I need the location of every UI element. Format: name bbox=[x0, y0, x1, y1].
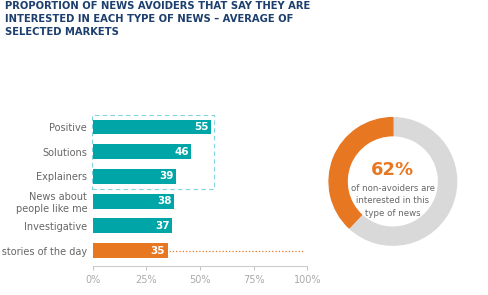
Text: of non-avoiders are
interested in this
type of news: of non-avoiders are interested in this t… bbox=[351, 184, 435, 218]
Text: PROPORTION OF NEWS AVOIDERS THAT SAY THEY ARE
INTERESTED IN EACH TYPE OF NEWS – : PROPORTION OF NEWS AVOIDERS THAT SAY THE… bbox=[5, 1, 310, 37]
Bar bbox=[93, 194, 174, 209]
Text: 39: 39 bbox=[160, 171, 174, 181]
Text: 35: 35 bbox=[151, 246, 165, 256]
Text: 55: 55 bbox=[194, 122, 208, 132]
Bar bbox=[93, 243, 168, 258]
Bar bbox=[93, 169, 177, 184]
Text: 38: 38 bbox=[157, 196, 172, 206]
Text: 62%: 62% bbox=[371, 161, 414, 179]
Bar bbox=[93, 119, 211, 134]
Bar bbox=[93, 144, 191, 159]
Wedge shape bbox=[329, 118, 393, 228]
Text: 37: 37 bbox=[155, 221, 170, 231]
Text: 46: 46 bbox=[174, 147, 189, 157]
Bar bbox=[93, 219, 172, 233]
Wedge shape bbox=[349, 118, 457, 245]
